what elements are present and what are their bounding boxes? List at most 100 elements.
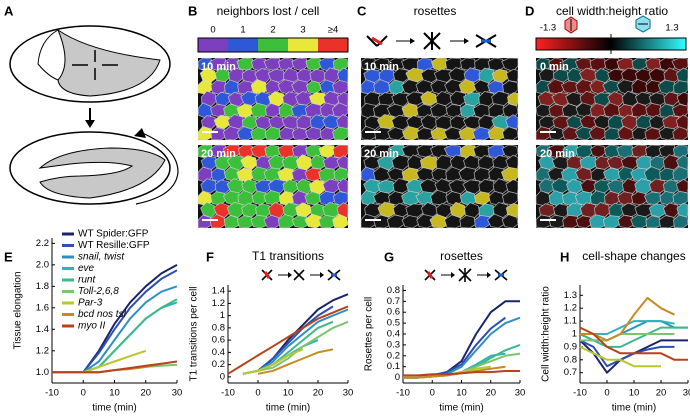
series-line xyxy=(242,308,349,375)
x-tick-label: 10 xyxy=(109,388,120,399)
cell xyxy=(672,126,689,141)
x-axis-label: time (min) xyxy=(92,403,136,414)
y-tick-label: 1.6 xyxy=(36,302,49,313)
cell xyxy=(197,214,213,229)
x-tick-label: 30 xyxy=(172,388,183,399)
x-tick-label: 30 xyxy=(343,388,354,399)
panel-label: F xyxy=(206,249,214,264)
cell xyxy=(631,126,649,141)
panel-title: cell width:height ratio xyxy=(556,4,668,18)
cell xyxy=(213,114,231,130)
y-tick-label: 0.5 xyxy=(387,318,400,329)
cell xyxy=(277,214,296,229)
x-tick-label: -10 xyxy=(45,388,59,399)
panel-title: neighbors lost / cell xyxy=(217,4,320,18)
legend-label: WT Spider:GFP xyxy=(78,229,149,240)
cell xyxy=(589,214,608,229)
cell xyxy=(264,126,282,141)
cell xyxy=(459,214,477,229)
embryo-schematic xyxy=(9,25,179,205)
y-tick-label: 0.9 xyxy=(564,341,577,352)
cell xyxy=(363,155,383,170)
cell xyxy=(386,214,405,229)
legend-label: runt xyxy=(78,275,96,286)
x-tick-label: -10 xyxy=(396,388,410,399)
microscopy-images xyxy=(197,57,689,229)
legend-label: bcd nos tsl xyxy=(78,309,127,320)
cell xyxy=(658,126,677,141)
cell xyxy=(663,91,680,107)
y-tick-label: 0.2 xyxy=(387,350,400,361)
y-axis-label: Tissue elongation xyxy=(13,271,24,349)
legend-label: eve xyxy=(78,263,95,274)
x-axis-label: time (min) xyxy=(612,403,656,414)
panel-label: E xyxy=(4,249,13,264)
x-axis-label: time (min) xyxy=(266,403,310,414)
chart-title: cell-shape changes xyxy=(582,249,685,263)
cell xyxy=(644,127,663,141)
cell xyxy=(263,214,282,229)
y-tick-label: 0.8 xyxy=(212,322,225,333)
cell xyxy=(574,126,593,141)
image-time: 10 min xyxy=(201,61,236,73)
series-line xyxy=(242,320,349,375)
series-line xyxy=(579,326,688,348)
y-tick-label: 0.7 xyxy=(387,296,400,307)
cell xyxy=(645,215,664,229)
colorbar-label: -1.3 xyxy=(540,23,556,34)
image-time: 0 min xyxy=(540,61,569,73)
cell xyxy=(562,214,580,229)
series-line xyxy=(579,339,688,374)
cell xyxy=(291,215,310,229)
x-axis-label: time (min) xyxy=(439,403,483,414)
cell xyxy=(250,126,268,141)
panel-label: G xyxy=(384,249,394,264)
cell xyxy=(309,179,327,195)
x-tick-label: 0 xyxy=(255,388,260,399)
cell xyxy=(429,213,450,229)
cell xyxy=(507,92,519,106)
cell xyxy=(472,126,492,141)
cell xyxy=(319,127,337,141)
cell xyxy=(673,214,689,229)
cell xyxy=(237,126,255,141)
cell xyxy=(634,91,654,106)
cell xyxy=(478,67,496,84)
x-tick-label: 0 xyxy=(81,388,86,399)
y-tick-label: 0.4 xyxy=(212,347,225,358)
x-tick-label: 20 xyxy=(656,388,667,399)
cell xyxy=(391,114,411,131)
cell xyxy=(250,214,269,229)
series-line xyxy=(580,333,675,342)
cell xyxy=(474,214,491,229)
image-time: 20 min xyxy=(540,148,575,160)
cell xyxy=(588,126,607,141)
cell xyxy=(575,215,593,229)
colorbar-label: 1.3 xyxy=(665,23,678,34)
y-tick-label: 1.3 xyxy=(564,290,577,301)
x-tick-label: 0 xyxy=(604,388,609,399)
cell xyxy=(535,214,553,229)
cell xyxy=(502,126,519,141)
y-axis-label: Cell width:height ratio xyxy=(541,286,552,382)
cell xyxy=(444,214,464,229)
panel-label: A xyxy=(4,3,14,18)
cell xyxy=(401,215,420,229)
x-tick-label: -10 xyxy=(221,388,235,399)
y-tick-label: 1.4 xyxy=(212,286,225,297)
x-tick-label: 20 xyxy=(485,388,496,399)
cell xyxy=(236,215,255,229)
cell xyxy=(658,215,677,229)
y-tick-label: 1.4 xyxy=(36,324,49,335)
y-tick-label: 1.2 xyxy=(212,298,225,309)
cell xyxy=(505,114,519,130)
colorbar-label: 2 xyxy=(270,25,275,36)
series-line xyxy=(579,339,675,368)
series-line xyxy=(52,363,178,374)
legend-label: myo II xyxy=(78,321,105,332)
x-tick-label: 20 xyxy=(313,388,324,399)
cell xyxy=(420,90,439,106)
cell xyxy=(443,126,464,141)
panel-label: C xyxy=(357,3,367,18)
